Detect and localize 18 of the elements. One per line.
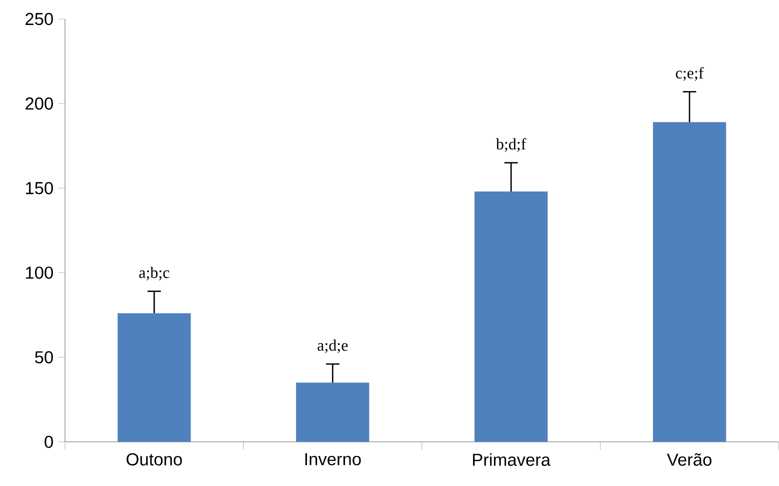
annotation: a;b;c [139,266,170,280]
x-tick-label: Primavera [473,453,551,466]
y-tick-label: 50 [35,351,53,364]
annotation: c;e;f [676,67,704,81]
bar [474,192,548,442]
annotation: b;d;f [496,138,526,152]
bar [118,313,191,442]
y-tick-label: 150 [26,182,53,194]
y-tick-label: 0 [44,436,53,448]
bar [652,122,726,442]
y-tick-label: 250 [26,12,53,26]
bar [296,382,370,442]
x-tick-label: Outono [126,453,182,466]
y-tick-label: 100 [26,266,53,279]
annotation: a;d;e [318,340,348,354]
x-tick-label: Verão [666,453,712,466]
x-tick-label: Inverno [305,453,361,466]
y-tick-label: 200 [26,98,53,110]
